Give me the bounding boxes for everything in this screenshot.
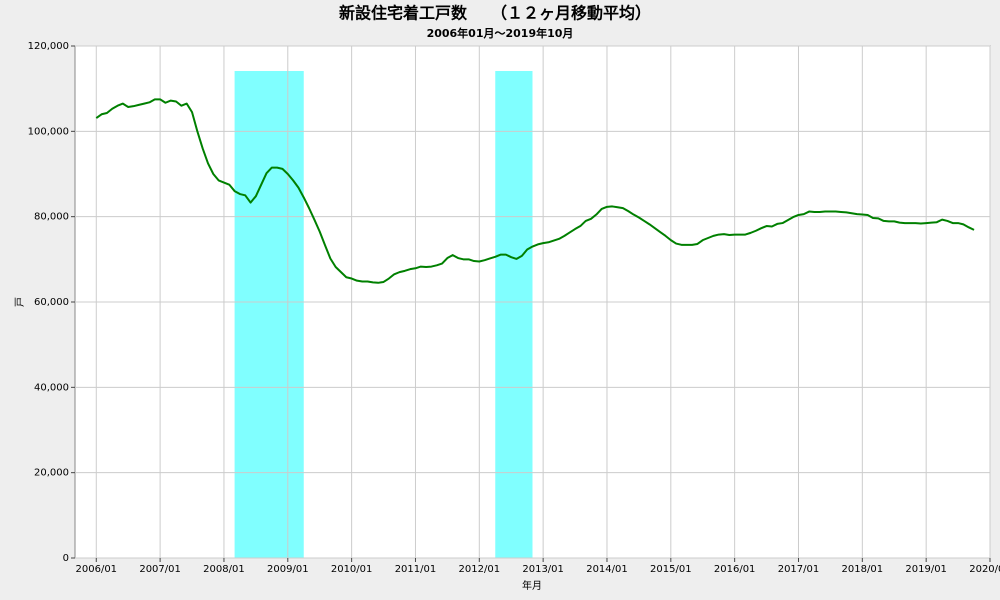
grid-layer: 0 20,000 40,000 60,000 80,000 100,000 120,000 2…: [28, 41, 1000, 575]
x-tick-label: 2017/01: [778, 564, 820, 575]
chart-subtitle: 2006年01月～2019年10月: [427, 26, 574, 40]
x-axis-label: 年月: [522, 579, 542, 592]
x-tick-label: 2007/01: [139, 564, 181, 575]
data-layer: [95, 98, 975, 284]
x-tick-label: 2010/01: [331, 564, 373, 575]
x-tick-label: 2015/01: [650, 564, 692, 575]
y-tick-label: 20,000: [34, 468, 69, 479]
x-tick-label: 2012/01: [459, 564, 501, 575]
chart-title: 新設住宅着工戸数 （１２ヶ月移動平均）: [339, 4, 651, 23]
y-tick-label: 120,000: [28, 41, 69, 52]
x-tick-label: 2011/01: [395, 564, 437, 575]
x-tick-label: 2018/01: [842, 564, 884, 575]
y-tick-label: 60,000: [34, 297, 69, 308]
x-tick-label: 2006/01: [76, 564, 118, 575]
y-tick-label: 40,000: [34, 382, 69, 393]
x-tick-label: 2016/01: [714, 564, 756, 575]
x-tick-label: 2019/01: [905, 564, 947, 575]
y-tick-label: 0: [63, 553, 69, 564]
x-tick-label: 2020/01: [969, 564, 1000, 575]
shaded-period: [495, 71, 533, 558]
y-tick-label: 80,000: [34, 212, 69, 223]
x-tick-label: 2014/01: [586, 564, 628, 575]
data-line: [95, 98, 975, 284]
shade-layer: [234, 71, 533, 558]
y-axis-label: 戸: [14, 297, 26, 307]
x-tick-label: 2009/01: [267, 564, 309, 575]
y-tick-label: 100,000: [28, 126, 69, 137]
x-tick-label: 2013/01: [522, 564, 564, 575]
x-tick-label: 2008/01: [203, 564, 245, 575]
shaded-period: [234, 71, 304, 558]
